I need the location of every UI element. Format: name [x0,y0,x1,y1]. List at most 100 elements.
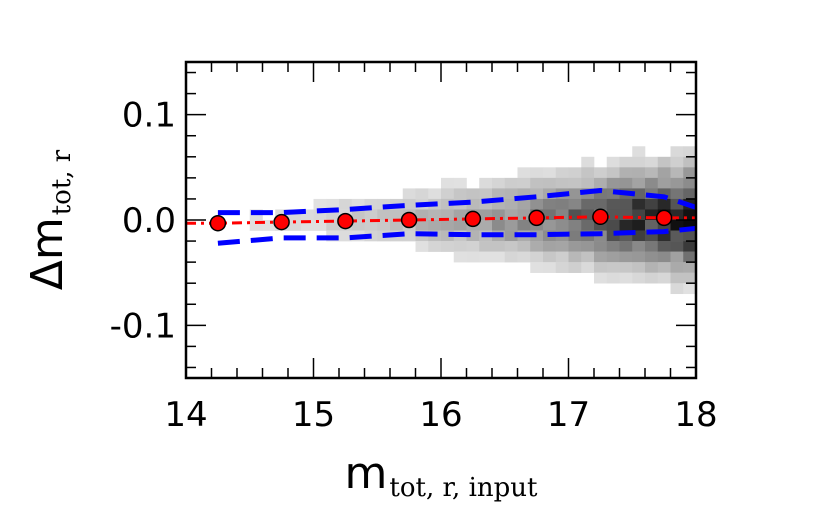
median-point [273,213,290,231]
density-bin [441,188,455,200]
density-bin [555,241,569,252]
density-bin [670,167,684,179]
density-bin [300,220,314,231]
density-bin [619,272,633,284]
lower-scatter-band-line [217,225,696,246]
density-bin [632,198,646,210]
density-bin [645,209,659,221]
density-bin [313,209,327,221]
density-bin [326,198,340,210]
density-bin [517,167,531,179]
density-bin [364,220,378,231]
density-bin [606,251,620,263]
density-bin [453,241,467,252]
density-bin [504,251,518,263]
density-bin [606,177,620,189]
density-bin [670,188,684,200]
x-tick-label: 16 [419,395,462,435]
density-bin [683,188,696,200]
density-bin [428,220,442,231]
density-bin [326,209,340,221]
density-bin [632,156,646,168]
density-bin [594,241,608,252]
density-bin [594,272,608,284]
density-bin [441,230,455,242]
density-bin [581,209,595,221]
density-bin [619,262,633,273]
density-bin [606,262,620,273]
density-bin [645,198,659,210]
density-bin [415,209,429,221]
median-series [186,208,696,232]
density-bin [415,220,429,231]
density-bin [517,198,531,210]
density-bin [645,220,659,231]
density-bin [683,272,696,284]
density-bin [683,209,696,221]
density-bin [339,230,353,242]
density-bin [606,167,620,179]
density-bin [351,209,365,221]
density-bin [492,177,506,189]
density-bin [543,177,557,189]
x-axis-label-main: m [345,448,388,499]
density-bin [492,251,506,263]
density-bin [670,146,684,158]
median-point [655,209,673,227]
density-bin [415,241,429,252]
density-bin [568,198,582,210]
density-bin [670,241,684,252]
density-bin [606,220,620,231]
density-bin [543,209,557,221]
density-bin [683,241,696,252]
scatter-bands [217,187,696,246]
y-tick-label: 0.0 [122,201,176,241]
density-bin [619,209,633,221]
median-point [464,210,482,228]
median-point [400,211,418,229]
density-bin [504,209,518,221]
density-bin [606,209,620,221]
density-bin [441,198,455,210]
density-bin [466,198,480,210]
density-bin [479,241,493,252]
density-bin [619,167,633,179]
density-bin [300,209,314,221]
density-bin [517,177,531,189]
y-axis-label-subscript: tot, r [47,149,77,215]
density-bin [670,220,684,231]
axis-ticks [185,62,697,378]
density-bin [581,198,595,210]
density-bin [543,220,557,231]
density-bin [632,209,646,221]
density-bin [657,272,671,284]
y-tick-label: 0.1 [122,96,176,136]
density-bin [632,272,646,284]
density-bin [415,188,429,200]
x-tick-label: 17 [547,395,590,435]
density-bin [670,177,684,189]
density-bin [543,262,557,273]
density-bin [632,230,646,242]
density-bin [581,177,595,189]
density-bin [390,220,404,231]
density-bin [568,209,582,221]
density-bin [504,188,518,200]
density-bin [581,167,595,179]
density-bin [606,241,620,252]
density-bin [428,209,442,221]
median-point [209,214,227,232]
density-bin [479,188,493,200]
density-bin [657,156,671,168]
median-line [186,215,696,225]
density-bin [351,198,365,210]
density-bin [581,220,595,231]
density-bin [530,262,544,273]
density-bin [683,220,696,231]
density-bin [568,177,582,189]
density-bin [530,251,544,263]
density-bin [543,198,557,210]
y-axis-label-main: Δm [22,217,73,290]
density-bin [670,272,684,284]
density-bin [377,220,391,231]
